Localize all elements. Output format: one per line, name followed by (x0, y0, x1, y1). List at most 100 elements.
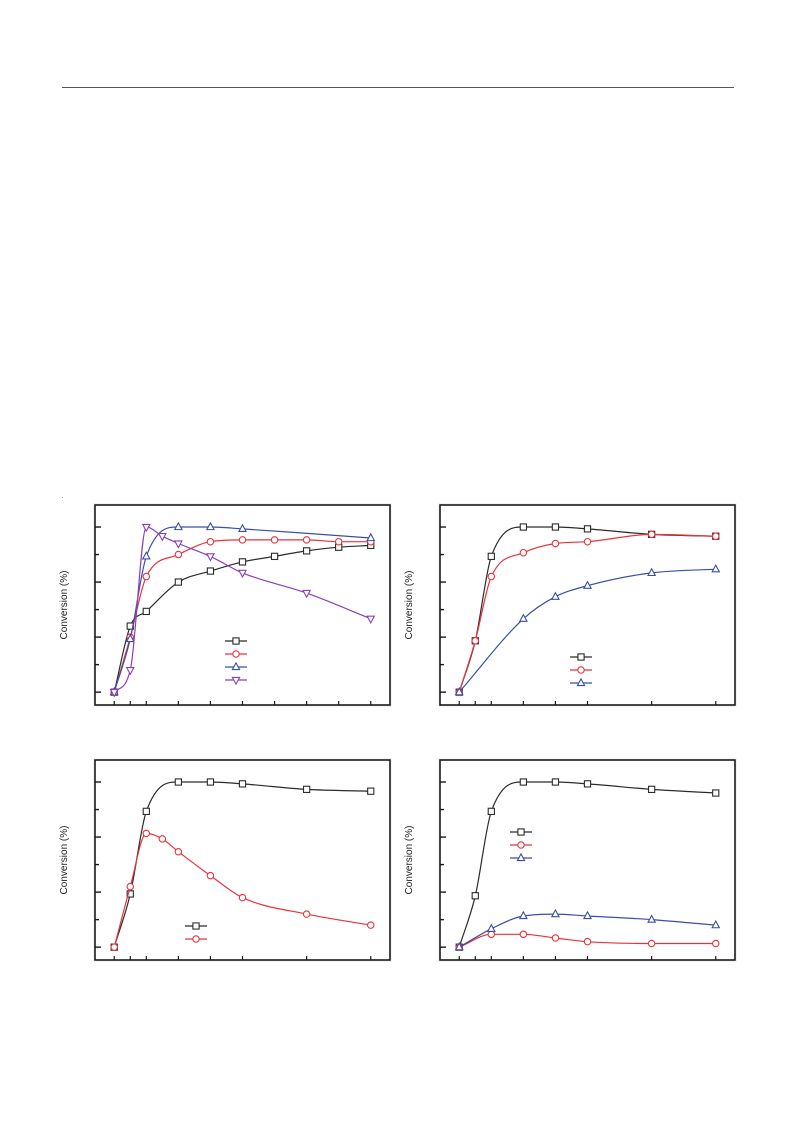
chart-panel-b: Conversion (%) (400, 500, 740, 715)
data-point (487, 807, 495, 816)
data-point (647, 939, 656, 948)
legend-marker (231, 661, 241, 671)
data-point (126, 882, 135, 891)
legend-marker (576, 677, 586, 687)
legend-marker (232, 650, 240, 658)
data-point (206, 537, 215, 546)
data-point (302, 589, 312, 599)
data-point (711, 919, 721, 929)
series-line (458, 568, 716, 693)
plot-frame (94, 504, 391, 706)
data-point (125, 633, 135, 643)
data-point (302, 536, 311, 544)
figure-corner-mark (62, 497, 63, 498)
data-point (238, 536, 247, 544)
data-point (487, 572, 496, 581)
data-point (173, 521, 183, 531)
data-point (238, 893, 247, 902)
data-point (142, 807, 150, 816)
chart-panel-c: Conversion (%) (55, 755, 395, 970)
data-point (142, 572, 151, 581)
data-point (712, 789, 720, 797)
plot-frame (439, 759, 736, 961)
data-point (583, 525, 592, 533)
chart-svg: Conversion (%) (59, 503, 392, 707)
y-axis-label: Conversion (%) (404, 571, 415, 640)
chart-svg: Conversion (%) (59, 758, 392, 962)
data-point (471, 637, 480, 645)
legend-marker (231, 676, 241, 686)
data-point (366, 615, 376, 625)
data-point (174, 550, 183, 559)
data-point (367, 787, 375, 795)
data-point (647, 785, 656, 794)
data-point (519, 778, 528, 786)
legend-marker (516, 852, 526, 862)
data-point (206, 778, 215, 786)
y-axis-label: Conversion (%) (59, 826, 70, 895)
data-point (519, 930, 528, 939)
data-point (205, 521, 215, 531)
plot-frame (94, 759, 391, 961)
data-point (366, 532, 376, 542)
data-point (302, 785, 311, 794)
data-point (519, 523, 528, 531)
data-point (519, 548, 528, 557)
chart-panel-d: Conversion (%) (400, 755, 740, 970)
data-point (126, 890, 134, 898)
data-point (205, 553, 215, 562)
data-point (518, 910, 528, 920)
data-point (550, 591, 560, 600)
data-point (454, 941, 464, 951)
data-point (712, 939, 720, 948)
data-point (551, 778, 560, 786)
data-point (174, 778, 183, 786)
data-point (583, 537, 592, 546)
chart-svg: Conversion (%) (404, 503, 737, 707)
data-point (487, 930, 496, 939)
data-point (582, 910, 593, 920)
data-point (486, 923, 496, 932)
data-point (237, 569, 248, 579)
legend-marker (577, 653, 585, 661)
data-point (206, 871, 215, 880)
data-point (454, 686, 464, 696)
chart-panel-a: Conversion (%) (55, 500, 395, 715)
data-point (125, 666, 135, 676)
data-point (487, 552, 495, 561)
data-point (141, 523, 151, 533)
data-point (471, 892, 479, 900)
header-rule (62, 87, 734, 88)
legend-marker (517, 841, 525, 849)
legend-marker (192, 935, 200, 943)
data-point (206, 567, 215, 575)
data-point (302, 910, 311, 918)
data-point (518, 613, 528, 622)
data-point (270, 536, 279, 544)
data-point (647, 567, 657, 577)
data-point (142, 607, 150, 616)
data-point (238, 780, 247, 788)
data-point (302, 547, 311, 555)
data-point (109, 689, 119, 698)
data-point (157, 533, 167, 542)
data-point (711, 563, 721, 573)
data-point (334, 537, 343, 546)
data-point (238, 558, 247, 566)
data-point (142, 829, 151, 838)
data-point (583, 780, 592, 788)
data-point (550, 908, 560, 918)
legend-marker (577, 666, 585, 674)
data-point (367, 921, 375, 929)
data-point (551, 934, 560, 942)
legend-marker (517, 828, 525, 836)
chart-svg: Conversion (%) (404, 758, 737, 962)
data-point (712, 532, 720, 540)
data-point (551, 523, 560, 531)
data-point (110, 943, 118, 951)
data-point (270, 552, 279, 561)
data-point (237, 523, 248, 533)
data-point (583, 937, 592, 946)
y-axis-label: Conversion (%) (404, 826, 415, 895)
legend-marker (192, 922, 200, 930)
